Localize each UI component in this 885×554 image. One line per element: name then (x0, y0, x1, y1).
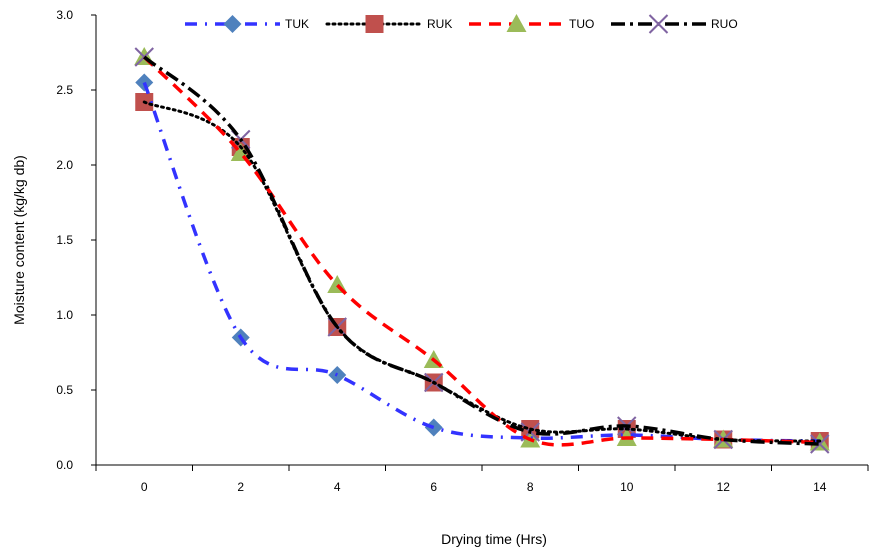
y-tick-label: 3.0 (56, 8, 73, 22)
y-tick-label: 0.5 (56, 383, 73, 397)
legend-marker-ruk (365, 15, 384, 33)
line-layer (142, 55, 822, 447)
legend-item-tuk: TUK (185, 15, 309, 33)
legend-label-ruk: RUK (427, 17, 452, 31)
y-axis-title: Moisture content (kg/kg db) (11, 155, 27, 325)
y-tick-label: 2.0 (56, 158, 73, 172)
legend-item-ruo: RUO (611, 14, 738, 34)
legend-item-ruk: RUK (325, 15, 452, 33)
x-tick-label: 2 (237, 480, 244, 494)
series-line-ruk (142, 100, 822, 443)
legend-marker-tuo (506, 14, 527, 32)
legend-label-ruo: RUO (711, 17, 738, 31)
legend-marker-ruo (648, 14, 669, 34)
y-tick-label: 0.0 (56, 458, 73, 472)
marker-layer (134, 47, 830, 454)
legend: TUK RUK TUO RUO (185, 14, 738, 34)
series-line-tuo (143, 55, 820, 447)
x-tick-label: 12 (717, 480, 731, 494)
y-tick-label: 1.5 (56, 233, 73, 247)
x-tick-label: 10 (620, 480, 634, 494)
y-tick-label: 1.0 (56, 308, 73, 322)
x-axis-title: Drying time (Hrs) (441, 531, 547, 547)
x-tick-label: 4 (334, 480, 341, 494)
legend-item-tuo: TUO (469, 14, 594, 32)
x-tick-label: 0 (141, 480, 148, 494)
y-tick-label: 2.5 (56, 83, 73, 97)
point-ruo-7 (810, 434, 830, 454)
legend-marker-tuk (223, 15, 242, 33)
x-tick-label: 8 (527, 480, 534, 494)
legend-label-tuo: TUO (569, 17, 594, 31)
series-line-ruo (143, 55, 820, 446)
x-tick-label: 14 (813, 480, 827, 494)
x-tick-label: 6 (430, 480, 437, 494)
series-line-tuk (142, 81, 820, 443)
legend-label-tuk: TUK (285, 17, 309, 31)
